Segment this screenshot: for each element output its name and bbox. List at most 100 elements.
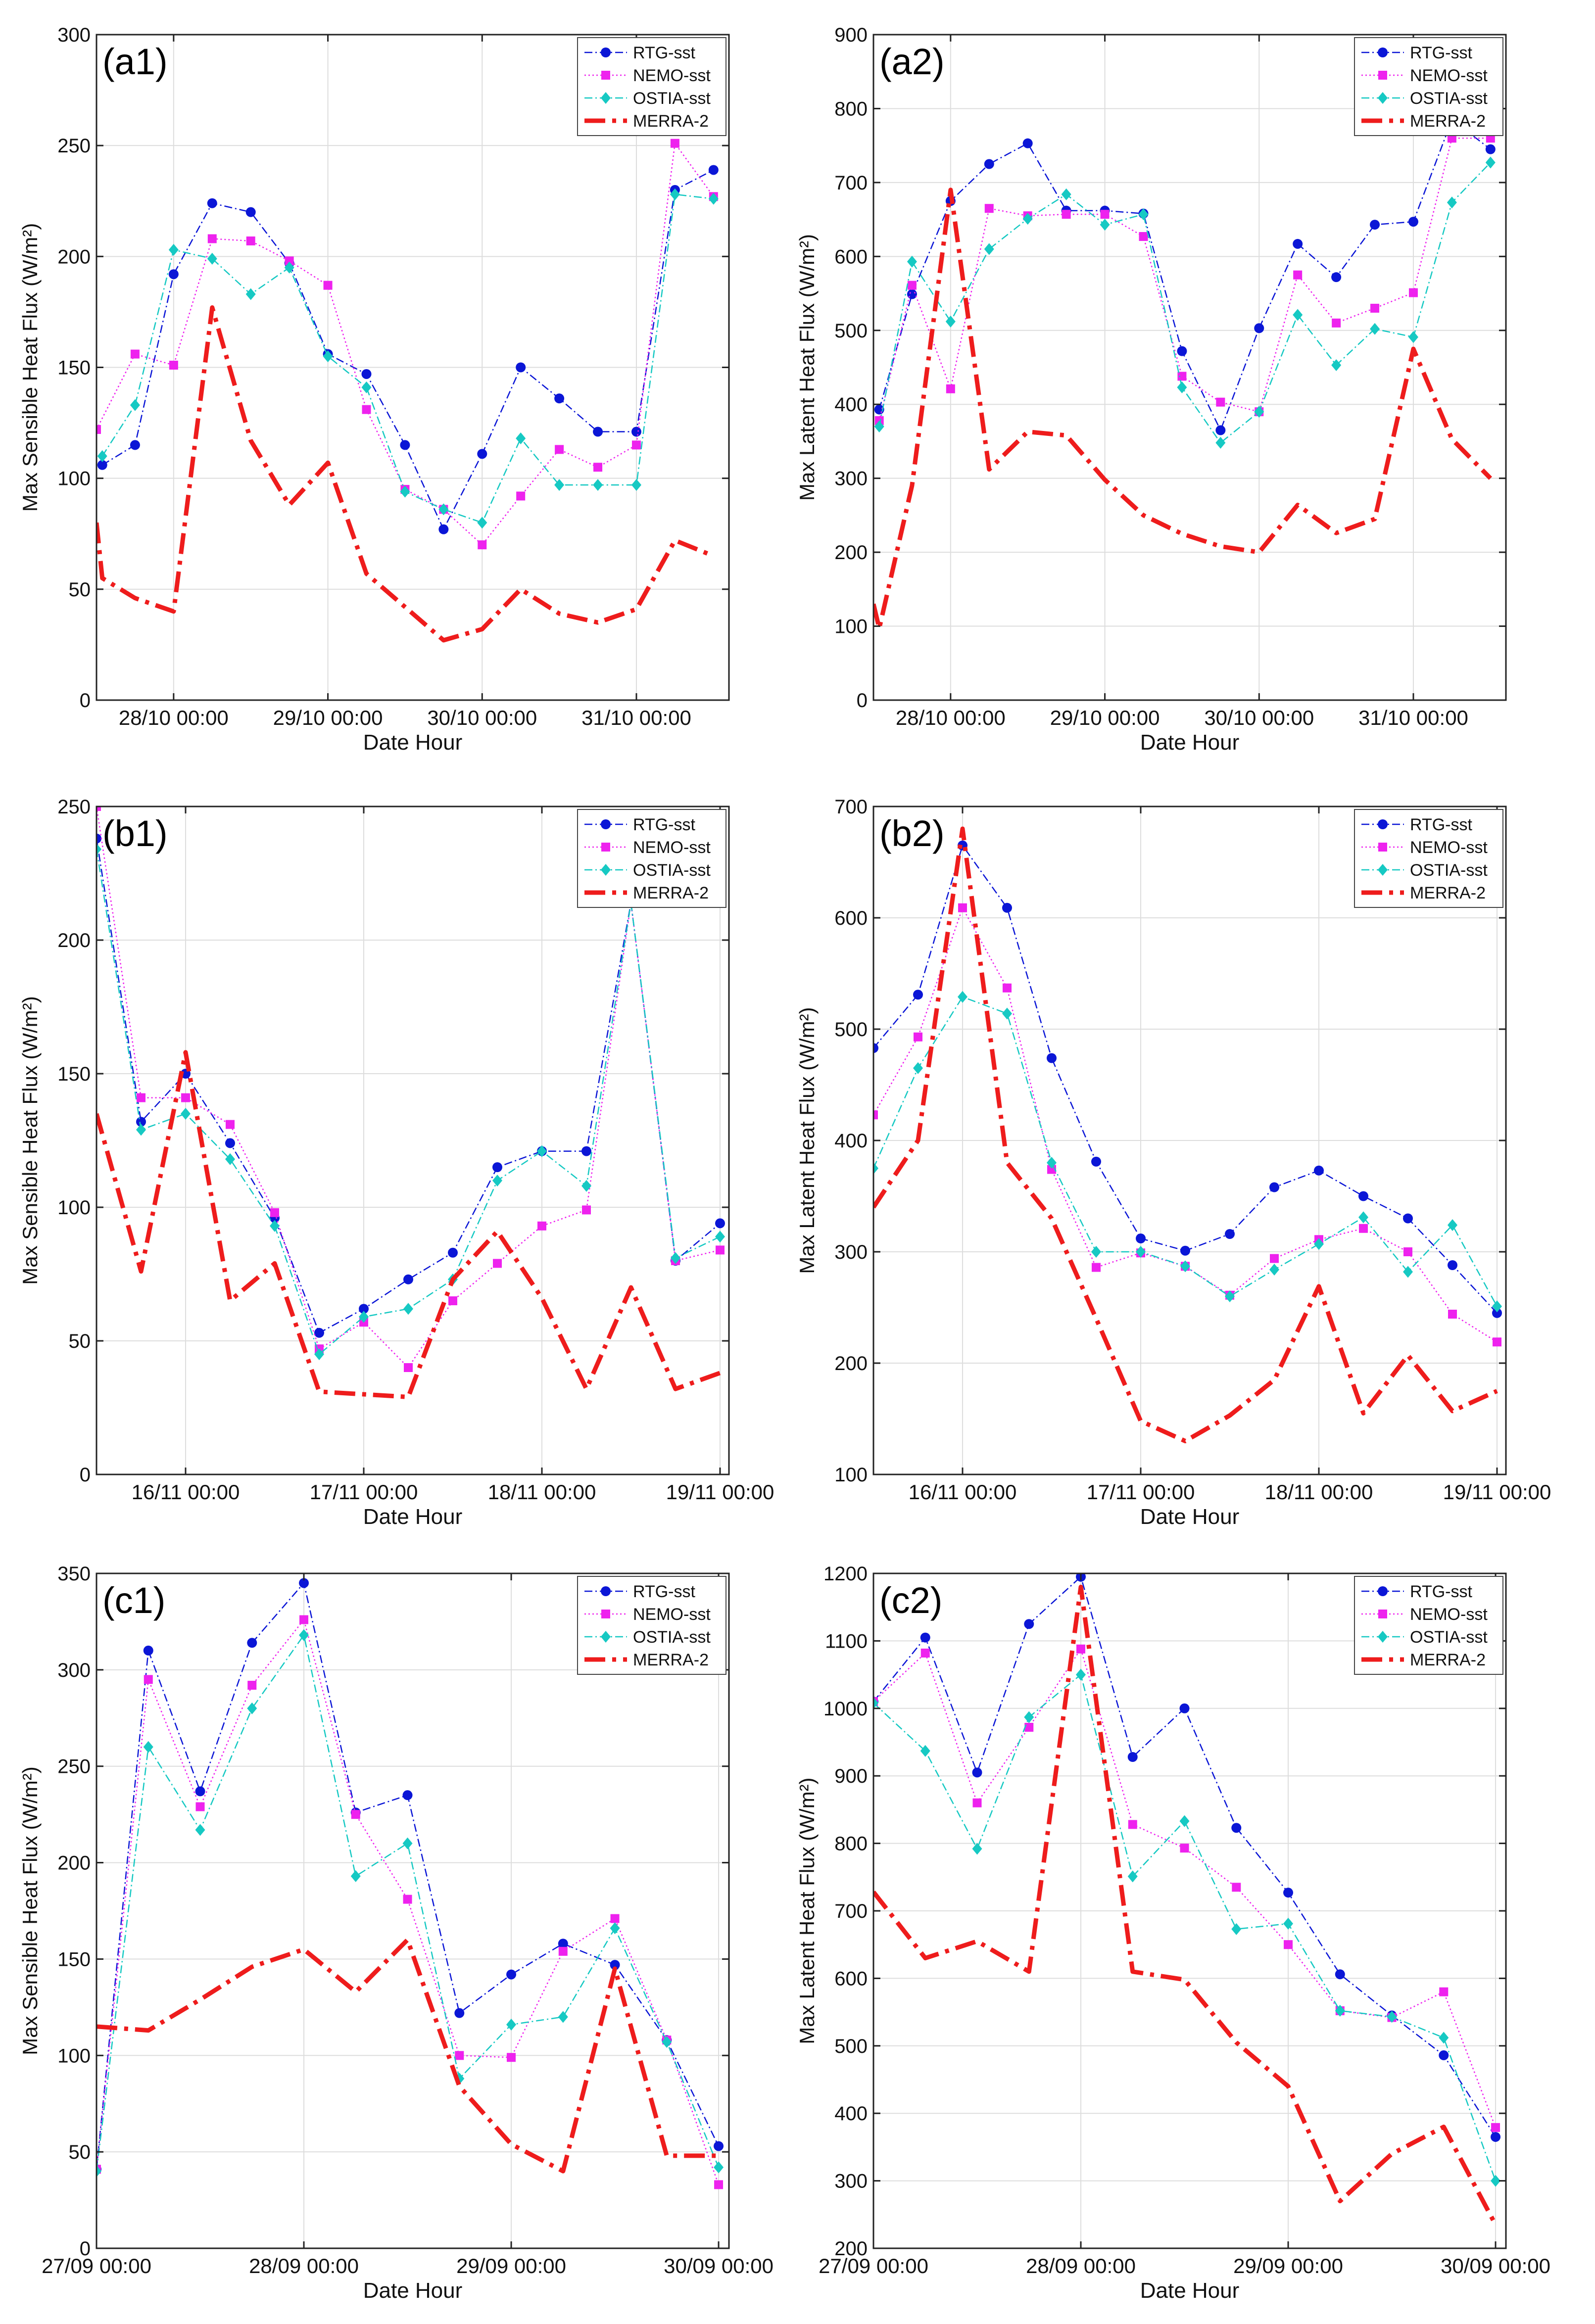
data-point-nemo xyxy=(362,405,371,414)
data-point-rtg xyxy=(715,1218,725,1229)
y-tick-label: 200 xyxy=(834,2238,868,2260)
data-point-rtg xyxy=(97,460,107,470)
data-point-rtg xyxy=(1215,425,1226,435)
x-tick-label: 31/10 00:00 xyxy=(1358,706,1468,729)
y-tick-label: 100 xyxy=(834,1464,868,1486)
data-point-nemo xyxy=(1408,288,1418,297)
data-point-ostia xyxy=(1293,309,1303,321)
data-point-ostia xyxy=(558,2011,568,2023)
data-point-ostia xyxy=(97,450,107,462)
data-point-nemo xyxy=(516,491,526,501)
legend-label: RTG-sst xyxy=(633,815,695,834)
legend-item-nemo: NEMO-sst xyxy=(584,1605,711,1624)
y-tick-label: 0 xyxy=(80,1464,91,1486)
legend-label: NEMO-sst xyxy=(1410,1605,1488,1624)
data-point-nemo xyxy=(181,1093,190,1102)
data-point-ostia xyxy=(506,2018,517,2031)
data-point-rtg xyxy=(143,1645,153,1656)
data-point-nemo xyxy=(1003,983,1012,993)
y-tick-label: 400 xyxy=(834,394,868,416)
legend-item-merra: MERRA-2 xyxy=(1361,112,1486,131)
y-tick-label: 400 xyxy=(834,1130,868,1152)
x-axis-title: Date Hour xyxy=(363,1505,463,1529)
x-tick-label: 30/10 00:00 xyxy=(427,706,537,729)
data-point-nemo xyxy=(1216,397,1225,407)
series-group xyxy=(97,806,725,1399)
data-point-rtg xyxy=(581,1146,591,1156)
data-point-ostia xyxy=(361,381,372,393)
data-point-rtg xyxy=(1283,1888,1294,1898)
legend-item-nemo: NEMO-sst xyxy=(584,838,711,857)
data-point-rtg xyxy=(1231,1823,1242,1833)
data-point-rtg xyxy=(168,269,179,280)
series-line-merra xyxy=(873,826,1498,1443)
legend: RTG-sst NEMO-sst OSTIA-sst MERRA-2 xyxy=(577,37,726,136)
data-point-rtg xyxy=(506,1969,517,1980)
legend-item-nemo: NEMO-sst xyxy=(1361,66,1488,85)
legend-item-merra: MERRA-2 xyxy=(1361,884,1486,902)
data-point-ostia xyxy=(247,1702,257,1714)
data-point-ostia xyxy=(1492,1300,1502,1313)
y-tick-label: 250 xyxy=(57,1756,91,1778)
data-point-rtg xyxy=(1177,346,1187,356)
legend: RTG-sst NEMO-sst OSTIA-sst MERRA-2 xyxy=(1354,809,1503,908)
data-point-rtg xyxy=(913,990,923,1000)
series-line-merra xyxy=(97,1938,719,2174)
y-tick-label: 100 xyxy=(57,1197,91,1219)
data-point-nemo xyxy=(555,445,564,454)
x-tick-label: 29/10 00:00 xyxy=(273,706,383,729)
data-point-ostia xyxy=(1485,156,1496,169)
legend-item-nemo: NEMO-sst xyxy=(1361,838,1488,857)
data-point-ostia xyxy=(477,517,487,529)
legend-marker-rtg xyxy=(601,47,611,57)
legend-label: OSTIA-sst xyxy=(1410,89,1488,108)
data-point-ostia xyxy=(323,350,333,363)
legend-item-ostia: OSTIA-sst xyxy=(584,1628,711,1647)
data-point-ostia xyxy=(913,1062,923,1074)
data-point-nemo xyxy=(299,1615,309,1624)
y-tick-label: 700 xyxy=(834,172,868,194)
data-point-rtg xyxy=(438,524,449,534)
data-point-rtg xyxy=(477,449,487,459)
y-tick-label: 1100 xyxy=(825,1630,868,1652)
data-point-nemo xyxy=(1439,1987,1449,1996)
x-axis-title: Date Hour xyxy=(1140,730,1240,755)
data-point-nemo xyxy=(873,1110,878,1120)
data-point-ostia xyxy=(195,1824,205,1836)
data-point-ostia xyxy=(1215,436,1226,449)
data-point-rtg xyxy=(1335,1969,1345,1980)
data-point-ostia xyxy=(168,243,179,256)
data-point-ostia xyxy=(1127,1870,1138,1883)
data-point-nemo xyxy=(270,1208,279,1217)
data-point-nemo xyxy=(907,281,917,290)
y-tick-label: 200 xyxy=(834,1353,868,1375)
data-point-ostia xyxy=(907,255,917,268)
y-tick-label: 200 xyxy=(57,246,91,268)
x-tick-label: 30/10 00:00 xyxy=(1204,706,1314,729)
x-tick-label: 31/10 00:00 xyxy=(581,706,691,729)
data-point-rtg xyxy=(708,165,719,175)
data-point-nemo xyxy=(246,236,255,245)
data-point-rtg xyxy=(207,198,217,208)
data-point-rtg xyxy=(1179,1703,1190,1713)
panel-label: (a1) xyxy=(102,41,168,82)
data-point-ostia xyxy=(610,1922,620,1935)
data-point-nemo xyxy=(1332,318,1341,328)
y-tick-label: 200 xyxy=(57,930,91,951)
data-point-ostia xyxy=(143,1741,153,1753)
data-point-nemo xyxy=(448,1296,457,1305)
y-tick-label: 250 xyxy=(57,135,91,157)
data-point-nemo xyxy=(144,1675,153,1684)
legend-label: NEMO-sst xyxy=(1410,838,1488,857)
x-tick-label: 18/11 00:00 xyxy=(488,1480,596,1504)
data-point-nemo xyxy=(404,1363,413,1372)
data-point-ostia xyxy=(715,1231,725,1243)
data-point-ostia xyxy=(1403,1266,1413,1278)
legend-label: MERRA-2 xyxy=(633,884,709,902)
x-tick-label: 18/11 00:00 xyxy=(1265,1480,1373,1504)
x-tick-label: 27/09 00:00 xyxy=(42,2254,151,2277)
legend-item-rtg: RTG-sst xyxy=(584,815,695,834)
y-tick-label: 200 xyxy=(57,1852,91,1874)
data-point-ostia xyxy=(130,399,140,411)
y-tick-label: 300 xyxy=(834,1241,868,1263)
